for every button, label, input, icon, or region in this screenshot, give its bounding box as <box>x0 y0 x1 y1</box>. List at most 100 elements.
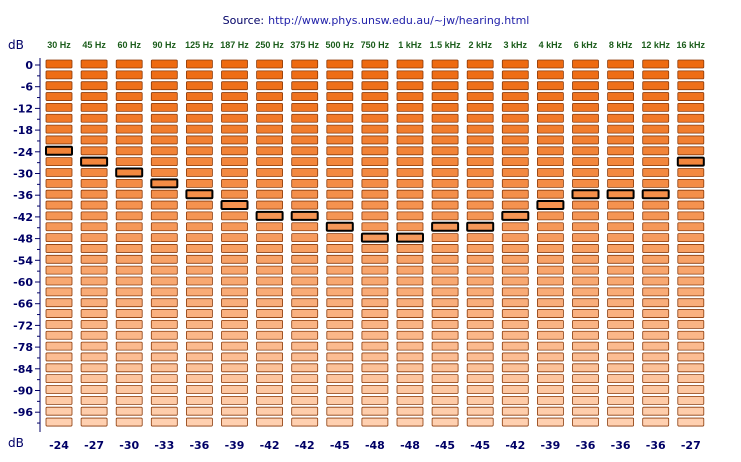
level-button[interactable] <box>80 103 108 112</box>
level-button[interactable] <box>80 385 108 394</box>
level-button[interactable] <box>431 417 459 427</box>
threshold-level-button[interactable] <box>115 167 144 178</box>
level-button[interactable] <box>291 374 319 384</box>
level-button[interactable] <box>361 92 389 101</box>
level-button[interactable] <box>642 330 670 340</box>
level-button[interactable] <box>642 298 670 308</box>
level-button[interactable] <box>326 200 354 210</box>
level-button[interactable] <box>572 59 599 69</box>
level-button[interactable] <box>45 287 73 297</box>
level-button[interactable] <box>677 374 705 384</box>
level-button[interactable] <box>291 81 319 91</box>
level-button[interactable] <box>361 157 389 167</box>
level-button[interactable] <box>537 363 564 373</box>
level-button[interactable] <box>431 189 459 199</box>
threshold-level-button[interactable] <box>360 232 389 243</box>
level-button[interactable] <box>150 70 178 80</box>
level-button[interactable] <box>537 254 564 264</box>
level-button[interactable] <box>221 211 248 221</box>
level-button[interactable] <box>256 189 284 199</box>
level-button[interactable] <box>185 157 213 167</box>
level-button[interactable] <box>466 385 494 394</box>
level-button[interactable] <box>80 319 108 329</box>
level-button[interactable] <box>221 352 248 362</box>
level-button[interactable] <box>80 330 108 340</box>
level-button[interactable] <box>537 59 564 69</box>
level-button[interactable] <box>185 330 213 340</box>
level-button[interactable] <box>677 222 705 232</box>
level-button[interactable] <box>361 168 389 177</box>
level-button[interactable] <box>115 211 143 221</box>
level-button[interactable] <box>150 222 178 232</box>
level-button[interactable] <box>361 200 389 210</box>
level-button[interactable] <box>501 103 529 112</box>
level-button[interactable] <box>291 157 319 167</box>
level-button[interactable] <box>607 168 634 177</box>
level-button[interactable] <box>431 309 459 318</box>
level-button[interactable] <box>291 200 319 210</box>
level-button[interactable] <box>677 341 705 351</box>
level-button[interactable] <box>361 363 389 373</box>
level-button[interactable] <box>431 330 459 340</box>
level-button[interactable] <box>466 103 494 112</box>
level-button[interactable] <box>501 352 529 362</box>
level-button[interactable] <box>326 319 354 329</box>
level-button[interactable] <box>396 168 424 177</box>
level-button[interactable] <box>221 81 248 91</box>
level-button[interactable] <box>150 363 178 373</box>
level-button[interactable] <box>537 113 564 123</box>
level-button[interactable] <box>326 135 354 145</box>
level-button[interactable] <box>537 135 564 145</box>
level-button[interactable] <box>115 200 143 210</box>
level-button[interactable] <box>80 406 108 416</box>
level-button[interactable] <box>221 319 248 329</box>
level-button[interactable] <box>642 200 670 210</box>
level-button[interactable] <box>431 254 459 264</box>
level-button[interactable] <box>115 352 143 362</box>
level-button[interactable] <box>326 406 354 416</box>
level-button[interactable] <box>326 70 354 80</box>
level-button[interactable] <box>607 298 634 308</box>
level-button[interactable] <box>185 211 213 221</box>
source-link[interactable]: http://www.phys.unsw.edu.au/~jw/hearing.… <box>268 14 529 27</box>
level-button[interactable] <box>466 298 494 308</box>
level-button[interactable] <box>150 124 178 134</box>
level-button[interactable] <box>256 157 284 167</box>
level-button[interactable] <box>607 341 634 351</box>
level-button[interactable] <box>642 244 670 253</box>
level-button[interactable] <box>256 298 284 308</box>
threshold-level-button[interactable] <box>536 200 565 211</box>
level-button[interactable] <box>115 287 143 297</box>
level-button[interactable] <box>677 244 705 253</box>
level-button[interactable] <box>361 265 389 275</box>
level-button[interactable] <box>361 287 389 297</box>
level-button[interactable] <box>466 374 494 384</box>
level-button[interactable] <box>256 135 284 145</box>
level-button[interactable] <box>185 222 213 232</box>
level-button[interactable] <box>45 103 73 112</box>
level-button[interactable] <box>677 352 705 362</box>
level-button[interactable] <box>431 157 459 167</box>
level-button[interactable] <box>642 319 670 329</box>
level-button[interactable] <box>572 276 599 286</box>
level-button[interactable] <box>677 406 705 416</box>
level-button[interactable] <box>150 298 178 308</box>
level-button[interactable] <box>326 395 354 405</box>
level-button[interactable] <box>642 211 670 221</box>
level-button[interactable] <box>466 59 494 69</box>
level-button[interactable] <box>466 211 494 221</box>
level-button[interactable] <box>115 254 143 264</box>
level-button[interactable] <box>537 70 564 80</box>
level-button[interactable] <box>326 254 354 264</box>
level-button[interactable] <box>431 211 459 221</box>
level-button[interactable] <box>677 395 705 405</box>
level-button[interactable] <box>291 178 319 188</box>
level-button[interactable] <box>537 81 564 91</box>
level-button[interactable] <box>80 233 108 243</box>
level-button[interactable] <box>361 189 389 199</box>
level-button[interactable] <box>642 254 670 264</box>
level-button[interactable] <box>607 309 634 318</box>
level-button[interactable] <box>326 113 354 123</box>
level-button[interactable] <box>221 298 248 308</box>
level-button[interactable] <box>501 124 529 134</box>
